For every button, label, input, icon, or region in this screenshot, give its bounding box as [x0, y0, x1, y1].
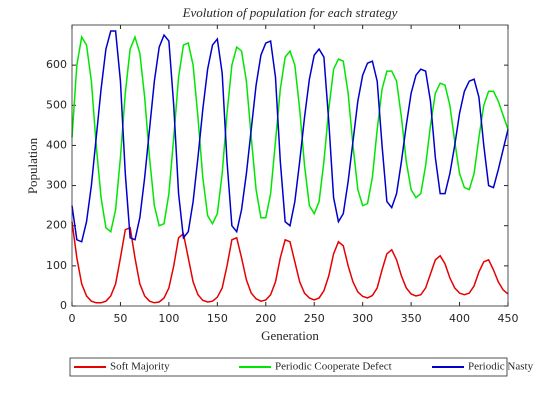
- x-tick-label: 150: [207, 312, 228, 325]
- x-tick-label: 400: [449, 312, 470, 325]
- legend-label: Periodic Nasty: [468, 361, 534, 373]
- axes-box: [71, 24, 509, 307]
- y-tick-label: 500: [46, 98, 67, 111]
- series-line: [71, 221, 509, 304]
- legend-box: [69, 357, 508, 377]
- legend: Soft Majority Periodic Cooperate Defect Pe…: [69, 357, 534, 377]
- y-tick-label: 400: [46, 138, 67, 151]
- y-tick-label: 200: [46, 219, 67, 232]
- plot-area: [72, 25, 508, 306]
- x-tick-label: 450: [498, 312, 519, 325]
- x-tick-label: 50: [113, 312, 127, 325]
- legend-label: Soft Majority: [110, 361, 170, 373]
- x-tick-label: 350: [401, 312, 422, 325]
- series-line: [71, 30, 509, 243]
- x-tick-label: 0: [69, 312, 76, 325]
- y-tick-label: 100: [46, 259, 67, 272]
- y-tick-label: 600: [46, 58, 67, 71]
- x-tick-label: 250: [304, 312, 325, 325]
- chart-title: Evolution of population for each strateg…: [182, 5, 398, 20]
- x-tick-label: 100: [158, 312, 179, 325]
- x-tick-label: 200: [255, 312, 276, 325]
- y-tick-label: 300: [46, 179, 67, 192]
- x-tick-label: 300: [352, 312, 373, 325]
- legend-label: Periodic Cooperate Defect: [275, 361, 392, 373]
- series-line: [71, 34, 509, 234]
- x-axis-label: Generation: [261, 328, 319, 343]
- y-tick-label: 0: [60, 299, 67, 312]
- y-axis-label: Population: [25, 137, 40, 194]
